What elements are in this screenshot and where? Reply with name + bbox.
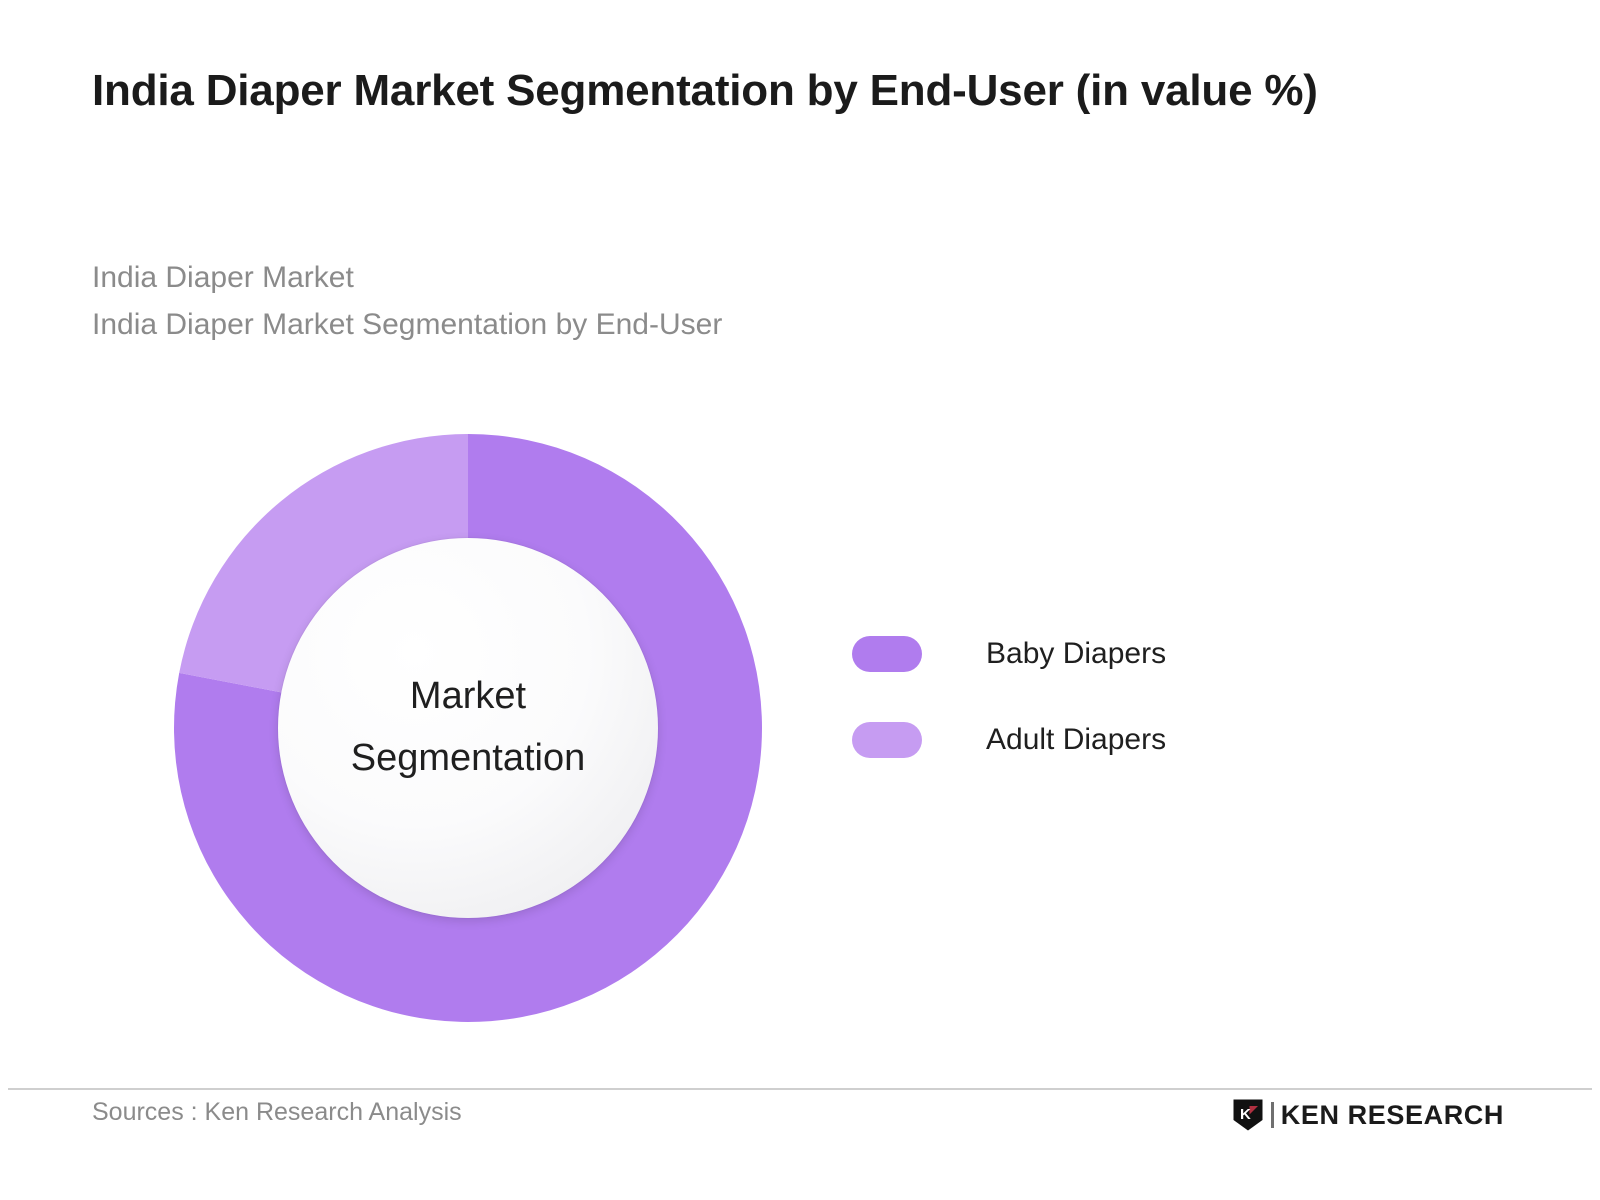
legend-label-baby-diapers: Baby Diapers — [986, 637, 1167, 670]
footer-divider — [8, 1088, 1592, 1090]
donut-center-line-2: Segmentation — [350, 737, 586, 779]
brand-separator — [1270, 1102, 1274, 1128]
header: India Diaper Market Segmentation by End-… — [92, 62, 1492, 121]
chart-area: Market Segmentation Baby Diapers Adult D… — [0, 390, 1600, 1050]
subtitle-line-1: India Diaper Market — [92, 261, 354, 294]
footer-sources: Sources : Ken Research Analysis — [92, 1098, 462, 1126]
legend-item-baby-diapers[interactable]: Baby Diapers — [852, 622, 1166, 686]
legend-label-adult-diapers: Adult Diapers — [986, 723, 1167, 756]
subtitle-block: India Diaper Market India Diaper Market … — [92, 255, 722, 348]
donut-slice-baby-diapers[interactable] — [173, 434, 762, 1022]
donut-chart: Market Segmentation — [172, 432, 764, 1024]
legend-swatch-icon-adult-diapers — [852, 722, 922, 758]
donut-center-label: Market Segmentation — [278, 538, 658, 918]
subtitle-line-2: India Diaper Market Segmentation by End-… — [92, 307, 723, 341]
ken-research-shield-icon: K — [1233, 1099, 1263, 1131]
legend-item-adult-diapers[interactable]: Adult Diapers — [852, 708, 1166, 772]
legend-swatch-icon-baby-diapers — [852, 636, 922, 672]
brand-logo: K KEN RESEARCH — [1232, 1098, 1504, 1132]
donut-svg — [173, 434, 762, 1022]
chart-legend: Baby Diapers Adult Diapers — [852, 622, 1166, 794]
brand-name: KEN RESEARCH — [1280, 1099, 1504, 1130]
donut-center-line-1: Market — [409, 675, 527, 718]
svg-text:K: K — [1240, 1106, 1251, 1123]
donut-slice-adult-diapers[interactable] — [179, 434, 468, 693]
page-title: India Diaper Market Segmentation by End-… — [92, 66, 1318, 115]
